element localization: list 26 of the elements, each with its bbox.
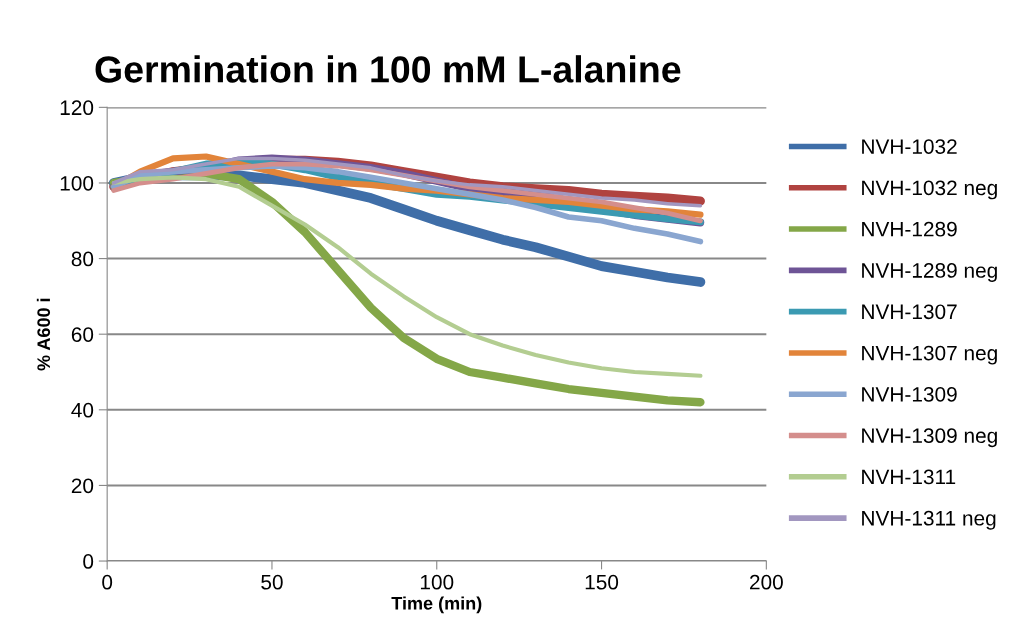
- x-tick-label: 100: [420, 574, 454, 590]
- x-tick-label: 150: [585, 574, 619, 590]
- y-tick-label: 100: [60, 175, 94, 191]
- x-tick-label: 50: [261, 574, 283, 590]
- y-axis-title: % A600 i: [36, 298, 51, 371]
- line-series: [111, 175, 703, 378]
- legend-label: NVH-1309 neg: [862, 428, 997, 448]
- y-tick-label: 60: [71, 327, 94, 342]
- chart-title: Germination in 100 mM L-alanine: [95, 55, 681, 83]
- legend-label: NVH-1311 neg: [862, 510, 996, 530]
- legend-label: NVH-1307 neg: [862, 345, 997, 365]
- x-axis-title: Time (min): [391, 596, 482, 614]
- legend-label: NVH-1289: [862, 221, 957, 237]
- legend-label: NVH-1032: [862, 139, 957, 154]
- legend-label: NVH-1309: [862, 386, 957, 402]
- y-tick-label: 80: [71, 251, 94, 267]
- legend-label: NVH-1289 neg: [862, 263, 997, 282]
- x-tick-label: 200: [750, 574, 783, 590]
- y-tick-label: 0: [83, 554, 94, 569]
- y-tick-label: 40: [71, 402, 94, 418]
- legend-label: NVH-1032 neg: [862, 180, 997, 200]
- x-tick-label: 0: [102, 574, 113, 590]
- legend-label: NVH-1307: [862, 304, 957, 320]
- legend-label: NVH-1311: [862, 469, 956, 485]
- y-tick-label: 120: [60, 100, 94, 116]
- y-tick-label: 20: [71, 478, 94, 494]
